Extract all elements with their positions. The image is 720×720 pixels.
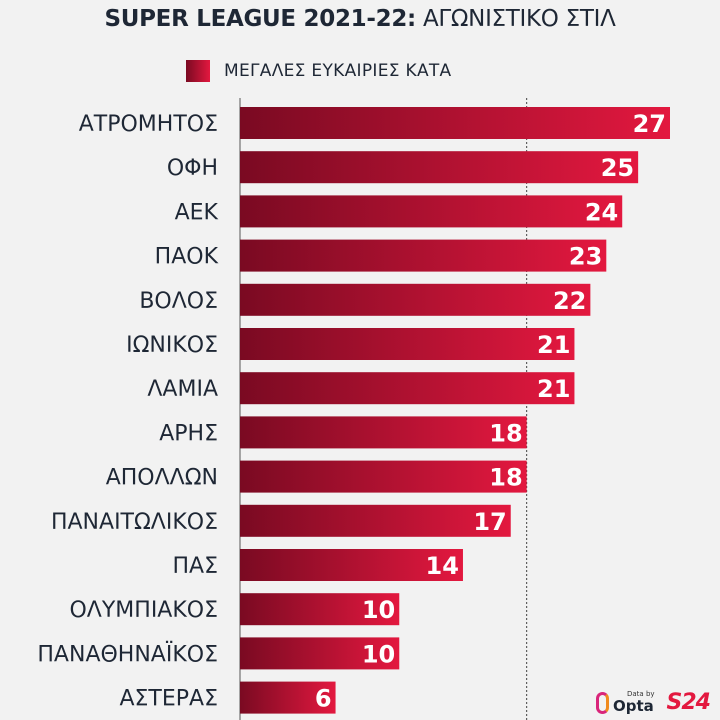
bar: [240, 416, 527, 449]
legend-swatch: [186, 60, 210, 82]
bar: [240, 549, 463, 581]
category-label: ΑΕΚ: [175, 200, 219, 225]
title-bold: SUPER LEAGUE 2021-22:: [104, 6, 416, 32]
value-label: 27: [633, 110, 666, 138]
bar: [240, 593, 400, 626]
bar: [240, 681, 336, 714]
category-label: ΒΟΛΟΣ: [139, 289, 218, 314]
bar: [240, 504, 511, 537]
bar: [240, 372, 575, 405]
value-label: 24: [585, 198, 618, 226]
chart-title: SUPER LEAGUE 2021-22: ΑΓΩΝΙΣΤΙΚΟ ΣΤΙΛ: [0, 6, 720, 32]
bar: [240, 195, 623, 228]
bar: [240, 239, 607, 272]
category-label: ΑΠΟΛΛΩΝ: [106, 466, 218, 491]
bar: [240, 460, 527, 493]
category-label: ΑΡΗΣ: [159, 421, 218, 446]
category-label: ΟΦΗ: [167, 156, 218, 181]
bar: [240, 151, 639, 184]
legend: ΜΕΓΑΛΕΣ ΕΥΚΑΙΡΙΕΣ ΚΑΤΑ: [186, 60, 451, 82]
category-label: ΠΑΝΑΙΤΩΛΙΚΟΣ: [51, 510, 218, 535]
s24-logo: S24: [666, 690, 711, 715]
legend-label: ΜΕΓΑΛΕΣ ΕΥΚΑΙΡΙΕΣ ΚΑΤΑ: [224, 61, 452, 81]
value-label: 21: [537, 331, 570, 359]
opta-logo: Data by Opta: [596, 690, 655, 714]
value-label: 21: [537, 375, 570, 403]
value-label: 22: [553, 287, 586, 315]
value-label: 18: [489, 464, 522, 492]
category-label: ΑΤΡΟΜΗΤΟΣ: [79, 112, 218, 137]
opta-mark-icon: [596, 692, 609, 714]
bar: [240, 328, 575, 360]
category-label: ΑΣΤΕΡΑΣ: [119, 687, 218, 712]
value-label: 17: [473, 508, 506, 536]
value-label: 25: [601, 154, 634, 182]
category-label: ΠΑΝΑΘΗΝΑΪΚΟΣ: [37, 641, 218, 667]
value-label: 10: [362, 640, 395, 668]
category-label: ΟΛΥΜΠΙΑΚΟΣ: [69, 598, 218, 623]
title-light: ΑΓΩΝΙΣΤΙΚΟ ΣΤΙΛ: [422, 6, 616, 32]
value-label: 6: [315, 685, 332, 713]
opta-name: Opta: [613, 697, 654, 715]
value-label: 10: [362, 596, 395, 624]
value-label: 14: [426, 552, 459, 580]
category-label: ΠΑΟΚ: [155, 245, 219, 270]
footer: Data by Opta S24: [596, 690, 711, 715]
value-label: 18: [489, 419, 522, 447]
bar: [240, 637, 400, 670]
category-label: ΛΑΜΙΑ: [147, 377, 218, 402]
bar: [240, 283, 591, 316]
bar: [240, 107, 670, 139]
value-label: 23: [569, 243, 602, 271]
category-label: ΙΩΝΙΚΟΣ: [126, 333, 218, 358]
category-label: ΠΑΣ: [173, 554, 219, 579]
data-by-label: Data by: [627, 690, 655, 698]
